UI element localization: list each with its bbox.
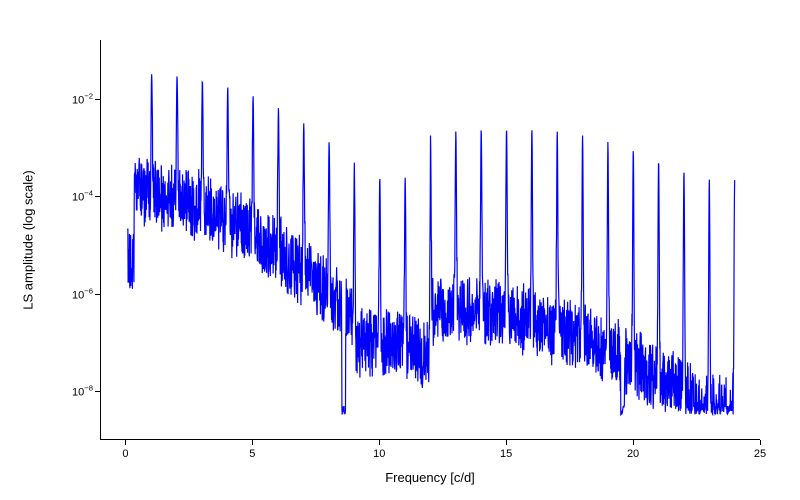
y-tick-label: 10−4 <box>55 189 93 204</box>
x-axis-label: Frequency [c/d] <box>385 470 475 485</box>
x-tick-mark <box>760 440 761 445</box>
y-tick-label: 10−2 <box>55 91 93 106</box>
x-tick-label: 15 <box>500 448 512 460</box>
x-tick-label: 10 <box>373 448 385 460</box>
y-tick-label: 10−6 <box>55 286 93 301</box>
y-tick-mark <box>95 391 100 392</box>
y-tick-mark <box>95 294 100 295</box>
x-tick-mark <box>506 440 507 445</box>
y-tick-mark <box>95 196 100 197</box>
line-plot <box>101 40 760 439</box>
y-axis-label: LS amplitude (log scale) <box>21 170 36 309</box>
x-tick-label: 0 <box>122 448 128 460</box>
periodogram-figure: LS amplitude (log scale) Frequency [c/d]… <box>0 0 800 500</box>
y-tick-mark <box>95 99 100 100</box>
x-tick-mark <box>125 440 126 445</box>
x-tick-mark <box>252 440 253 445</box>
plot-axes <box>100 40 760 440</box>
x-tick-label: 20 <box>627 448 639 460</box>
data-line <box>128 74 735 414</box>
x-tick-label: 25 <box>754 448 766 460</box>
x-tick-label: 5 <box>249 448 255 460</box>
x-tick-mark <box>633 440 634 445</box>
x-tick-mark <box>379 440 380 445</box>
y-tick-label: 10−8 <box>55 384 93 399</box>
